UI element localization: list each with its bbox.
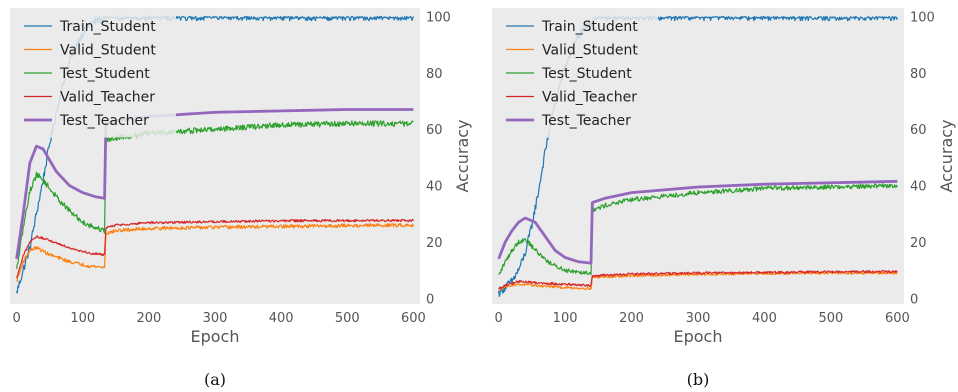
series-line-test-student <box>16 120 414 269</box>
subfigure-caption: (b) <box>687 370 710 389</box>
x-axis-label: Epoch <box>674 327 723 346</box>
x-tick-label: 600 <box>885 311 910 326</box>
y-tick-label: 60 <box>426 123 443 138</box>
x-tick-label: 300 <box>686 311 711 326</box>
chart-0: 0 100 200 300 400 500 600020406080100EpochAccu… <box>10 8 472 389</box>
x-tick-label: 0 <box>12 311 20 326</box>
x-tick-label: 500 <box>818 311 843 326</box>
x-tick-label: 400 <box>269 311 294 326</box>
series-line-valid-student <box>16 222 414 282</box>
legend: Train_Student Valid_Student Test_Student Va… <box>16 12 176 138</box>
chart-1: 0 100 200 300 400 500 600020406080100EpochAccu… <box>492 8 956 389</box>
legend-entry: Test_Teacher <box>541 113 631 129</box>
y-axis-label: Accuracy <box>453 119 472 192</box>
y-tick-label: 60 <box>910 123 927 138</box>
y-tick-label: 100 <box>426 10 451 25</box>
legend-entry: Valid_Teacher <box>60 90 155 106</box>
x-tick-label: 0 <box>495 311 503 326</box>
x-tick-label: 500 <box>335 311 360 326</box>
legend-box <box>16 12 176 138</box>
x-tick-label: 100 <box>70 311 95 326</box>
legend-entry: Train_Student <box>541 19 638 35</box>
y-tick-label: 40 <box>426 180 443 195</box>
y-tick-label: 20 <box>426 236 443 251</box>
series-line-test-teacher <box>15 108 415 260</box>
y-tick-label: 80 <box>910 67 927 82</box>
legend-entry: Valid_Student <box>542 43 638 59</box>
x-axis-label: Epoch <box>191 327 240 346</box>
x-tick-label: 200 <box>619 311 644 326</box>
x-tick-label: 600 <box>401 311 426 326</box>
y-axis-label: Accuracy <box>937 119 956 192</box>
legend-entry: Test_Student <box>541 66 632 82</box>
y-tick-label: 100 <box>910 10 935 25</box>
subfigure-caption: (a) <box>204 370 226 389</box>
x-tick-label: 100 <box>553 311 578 326</box>
x-tick-label: 300 <box>203 311 228 326</box>
series-line-test-student <box>498 183 898 276</box>
series-line-valid-teacher <box>498 269 898 289</box>
legend-entry: Valid_Student <box>60 43 156 59</box>
y-tick-label: 20 <box>910 236 927 251</box>
series-line-test-teacher <box>497 179 899 265</box>
series-line-valid-teacher <box>16 218 414 279</box>
y-tick-label: 40 <box>910 180 927 195</box>
legend: Train_Student Valid_Student Test_Student Va… <box>498 12 658 138</box>
legend-entry: Valid_Teacher <box>542 90 637 106</box>
y-tick-label: 80 <box>426 67 443 82</box>
y-tick-label: 0 <box>910 292 918 307</box>
y-tick-label: 0 <box>426 292 434 307</box>
legend-box <box>498 12 658 138</box>
x-tick-label: 400 <box>752 311 777 326</box>
legend-entry: Test_Student <box>59 66 150 82</box>
legend-entry: Test_Teacher <box>59 113 149 129</box>
x-tick-label: 200 <box>136 311 161 326</box>
legend-entry: Train_Student <box>59 19 156 35</box>
